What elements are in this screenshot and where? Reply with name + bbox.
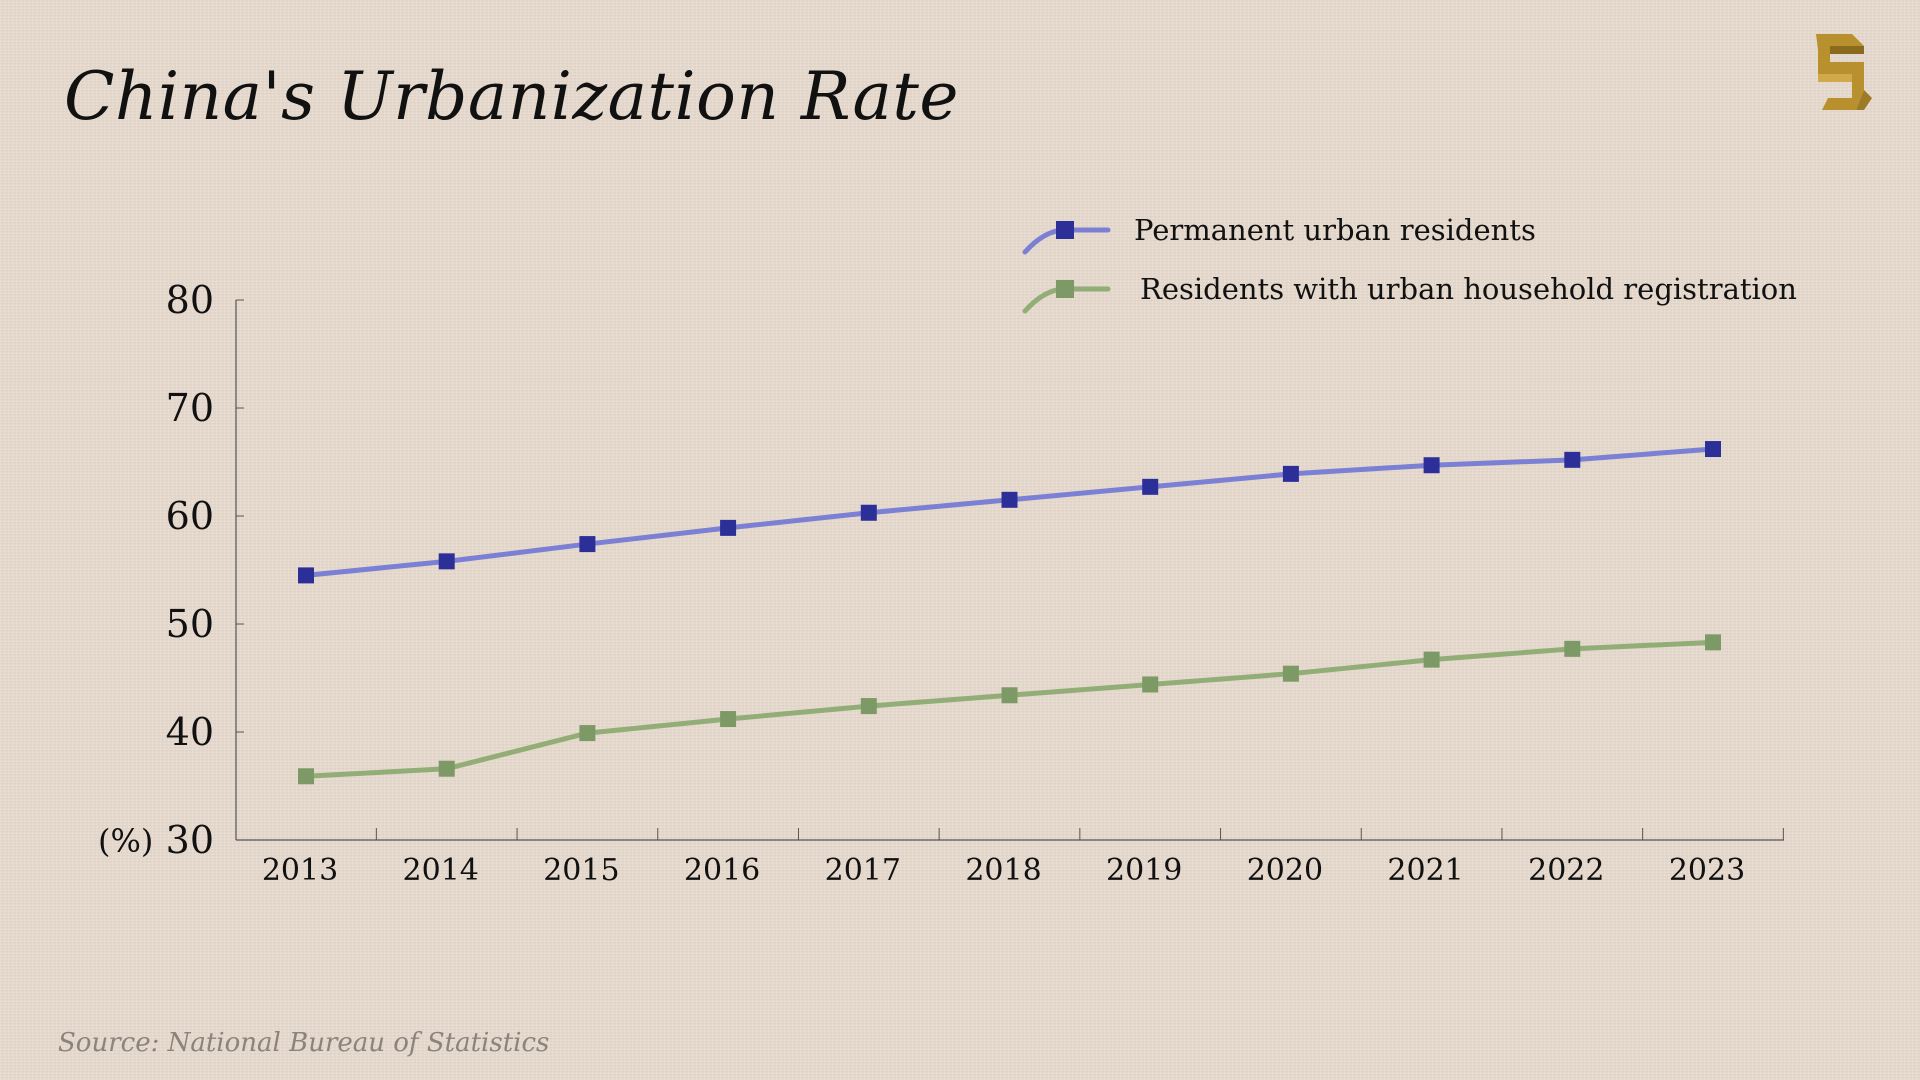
series-1-point bbox=[860, 504, 877, 521]
legend: Permanent urban residents Residents with … bbox=[1022, 213, 1797, 314]
legend-label-1: Permanent urban residents bbox=[1134, 213, 1536, 247]
series-2-point bbox=[860, 698, 877, 715]
y-tick-label: 50 bbox=[166, 602, 214, 646]
x-tick-label: 2016 bbox=[684, 853, 760, 888]
legend-label-2: Residents with urban household registrat… bbox=[1140, 272, 1797, 306]
y-axis-unit-label: (%) bbox=[98, 822, 153, 860]
series-1-point bbox=[1282, 465, 1299, 482]
series-1-point bbox=[1564, 451, 1581, 468]
series-2-point bbox=[1705, 634, 1721, 651]
x-tick-label: 2018 bbox=[965, 853, 1041, 888]
x-tick-label: 2013 bbox=[262, 853, 338, 888]
series-2-point bbox=[1142, 676, 1159, 693]
y-tick-label: 40 bbox=[166, 710, 214, 754]
x-tick-label: 2017 bbox=[825, 853, 901, 888]
series-1-point bbox=[1423, 457, 1440, 474]
source-note: Source: National Bureau of Statistics bbox=[58, 1028, 550, 1058]
series-layer bbox=[298, 441, 1721, 785]
x-tick-label: 2015 bbox=[543, 853, 619, 888]
legend-swatch-marker-1 bbox=[1056, 221, 1074, 239]
y-tick-label: 30 bbox=[166, 818, 214, 862]
chart-title: China's Urbanization Rate bbox=[64, 58, 959, 135]
series-1-point bbox=[1142, 478, 1159, 495]
x-tick-label: 2023 bbox=[1669, 853, 1745, 888]
series-2-point bbox=[720, 711, 737, 728]
y-axis-ticks: 80 70 60 50 40 30 bbox=[166, 278, 244, 862]
series-2-point bbox=[438, 760, 455, 777]
x-tick-label: 2020 bbox=[1247, 853, 1323, 888]
x-tick-label: 2021 bbox=[1387, 853, 1463, 888]
x-tick-label: 2014 bbox=[403, 853, 479, 888]
legend-swatch-marker-2 bbox=[1056, 280, 1074, 298]
series-2-point bbox=[579, 725, 596, 742]
y-tick-label: 80 bbox=[166, 278, 214, 322]
series-1-point bbox=[1001, 491, 1018, 508]
series-1-point bbox=[579, 536, 596, 553]
y-tick-label: 60 bbox=[166, 494, 214, 538]
x-axis-ticks: 2013 2014 2015 2016 2017 2018 2019 2020 2021 2022… bbox=[262, 828, 1784, 888]
series-2-point bbox=[298, 768, 314, 785]
series-2-point bbox=[1282, 665, 1299, 682]
series-1-point bbox=[1705, 441, 1721, 458]
y-tick-label: 70 bbox=[166, 386, 214, 430]
series-line-1 bbox=[303, 446, 1716, 578]
gold-s-logo-icon bbox=[1816, 34, 1872, 110]
chart-axes bbox=[235, 300, 1784, 841]
series-1-point bbox=[438, 553, 455, 570]
x-tick-label: 2022 bbox=[1528, 853, 1604, 888]
x-tick-label: 2019 bbox=[1106, 853, 1182, 888]
series-line-2 bbox=[303, 639, 1716, 779]
series-2-point bbox=[1001, 687, 1018, 704]
series-1-point bbox=[298, 567, 314, 584]
series-2-point bbox=[1564, 640, 1581, 657]
series-1-point bbox=[720, 519, 737, 536]
series-2-point bbox=[1423, 651, 1440, 668]
